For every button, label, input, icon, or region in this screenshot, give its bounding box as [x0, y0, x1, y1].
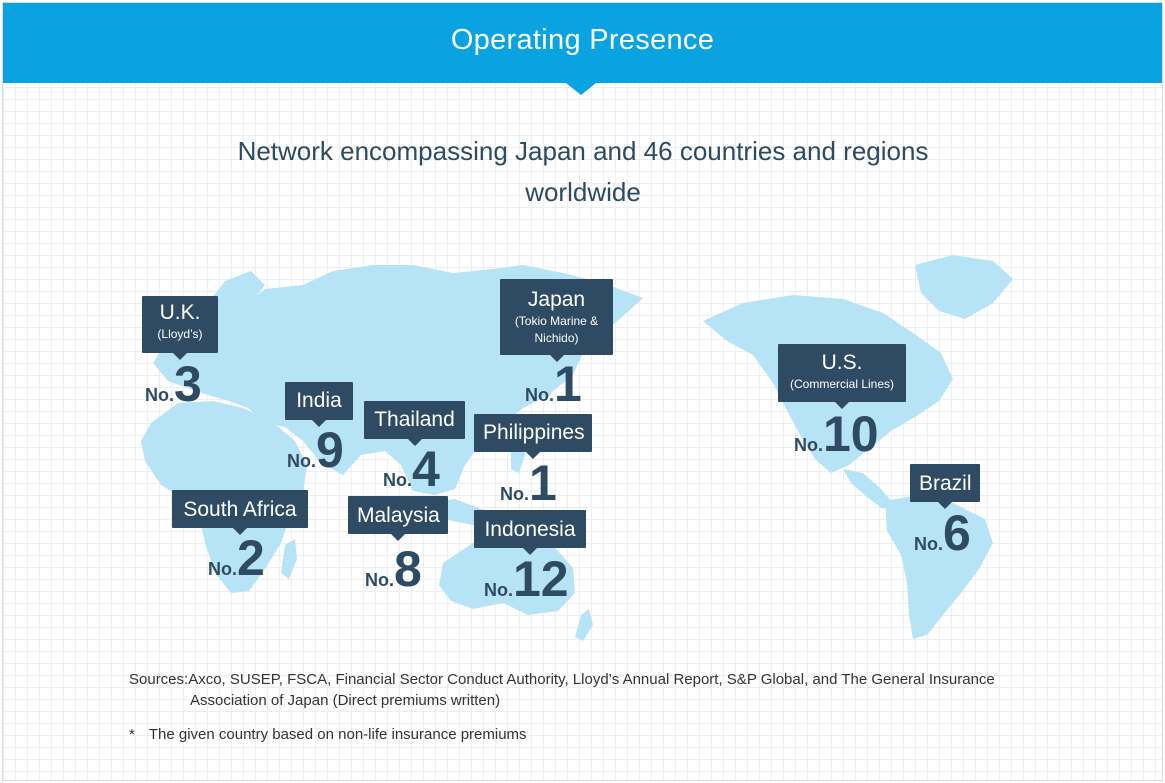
marker-label-uk: U.K. (Lloyd’s) [142, 296, 218, 360]
marker-label-brazil: Brazil [910, 464, 980, 509]
marker-label-japan: Japan (Tokio Marine & Nichido) [500, 279, 613, 362]
rank-prefix: No. [525, 385, 554, 405]
rank-uk: No.3 [145, 359, 202, 409]
scandinavia [208, 271, 265, 315]
rank-value-thailand: 4 [412, 441, 440, 497]
rank-prefix: No. [500, 484, 529, 504]
header-bar: Operating Presence [3, 3, 1162, 83]
page-title: Operating Presence [450, 23, 715, 56]
marker-name-indonesia: Indonesia [484, 518, 576, 541]
rank-value-india: 9 [316, 422, 344, 478]
marker-name-thailand: Thailand [374, 408, 455, 431]
marker-sub-us: (Commercial Lines) [789, 377, 895, 391]
sources-text: Sources:Axco, SUSEP, FSCA, Financial Sec… [129, 669, 1049, 711]
marker-label-south-africa: South Africa [172, 490, 308, 535]
subtitle-line-1: Network encompassing Japan and 46 countr… [237, 136, 929, 166]
header-arrow [566, 83, 596, 95]
footnote-text: The given country based on non-life insu… [148, 726, 527, 743]
marker-sub-japan-2: Nichido) [534, 331, 579, 345]
rank-value-japan: 1 [554, 356, 582, 412]
madagascar [281, 539, 297, 579]
rank-south-africa: No.2 [208, 533, 265, 583]
rank-thailand: No.4 [383, 444, 440, 494]
rank-malaysia: No.8 [365, 544, 422, 594]
sources-line-1: Sources:Axco, SUSEP, FSCA, Financial Sec… [129, 671, 995, 688]
rank-value-uk: 3 [174, 356, 202, 412]
marker-name-uk: U.K. [159, 301, 201, 324]
rank-us: No.10 [794, 409, 879, 459]
rank-value-malaysia: 8 [394, 541, 422, 597]
rank-value-brazil: 6 [943, 505, 971, 561]
marker-label-india: India [285, 382, 353, 427]
marker-label-malaysia: Malaysia [348, 496, 448, 541]
central-america [843, 469, 893, 509]
marker-label-us: U.S. (Commercial Lines) [778, 344, 906, 409]
rank-prefix: No. [287, 451, 316, 471]
rank-value-south-africa: 2 [237, 530, 265, 586]
new-zealand [575, 609, 593, 641]
rank-value-philippines: 1 [529, 455, 557, 511]
rank-value-indonesia: 12 [513, 551, 569, 607]
marker-name-india: India [296, 389, 342, 412]
rank-japan: No.1 [525, 359, 582, 409]
rank-philippines: No.1 [500, 458, 557, 508]
greenland [915, 255, 1013, 319]
rank-prefix: No. [914, 534, 943, 554]
rank-prefix: No. [484, 580, 513, 600]
rank-brazil: No.6 [914, 508, 971, 558]
rank-prefix: No. [794, 435, 823, 455]
footnote: * The given country based on non-life ins… [129, 726, 527, 743]
marker-name-brazil: Brazil [919, 472, 972, 495]
sources-line-2: Association of Japan (Direct premiums wr… [190, 692, 501, 709]
rank-prefix: No. [383, 470, 412, 490]
marker-name-malaysia: Malaysia [357, 504, 440, 527]
rank-prefix: No. [208, 559, 237, 579]
rank-indonesia: No.12 [484, 554, 569, 604]
marker-sub-japan-1: (Tokio Marine & [514, 314, 599, 328]
subtitle-line-2: worldwide [525, 177, 641, 207]
marker-sub-uk: (Lloyd’s) [157, 327, 203, 341]
rank-prefix: No. [145, 385, 174, 405]
rank-india: No.9 [287, 425, 344, 475]
marker-name-south-africa: South Africa [183, 498, 297, 521]
rank-value-us: 10 [823, 406, 879, 462]
subtitle: Network encompassing Japan and 46 countr… [153, 131, 1013, 213]
footnote-marker: * [129, 726, 135, 743]
marker-name-japan: Japan [527, 288, 586, 311]
marker-name-philippines: Philippines [483, 421, 585, 444]
marker-name-us: U.S. [821, 351, 863, 374]
marker-label-thailand: Thailand [364, 401, 465, 446]
marker-label-philippines: Philippines [474, 414, 592, 459]
rank-prefix: No. [365, 570, 394, 590]
australia-landmass [439, 533, 575, 615]
marker-label-indonesia: Indonesia [474, 510, 586, 555]
south-america-landmass [885, 495, 993, 639]
